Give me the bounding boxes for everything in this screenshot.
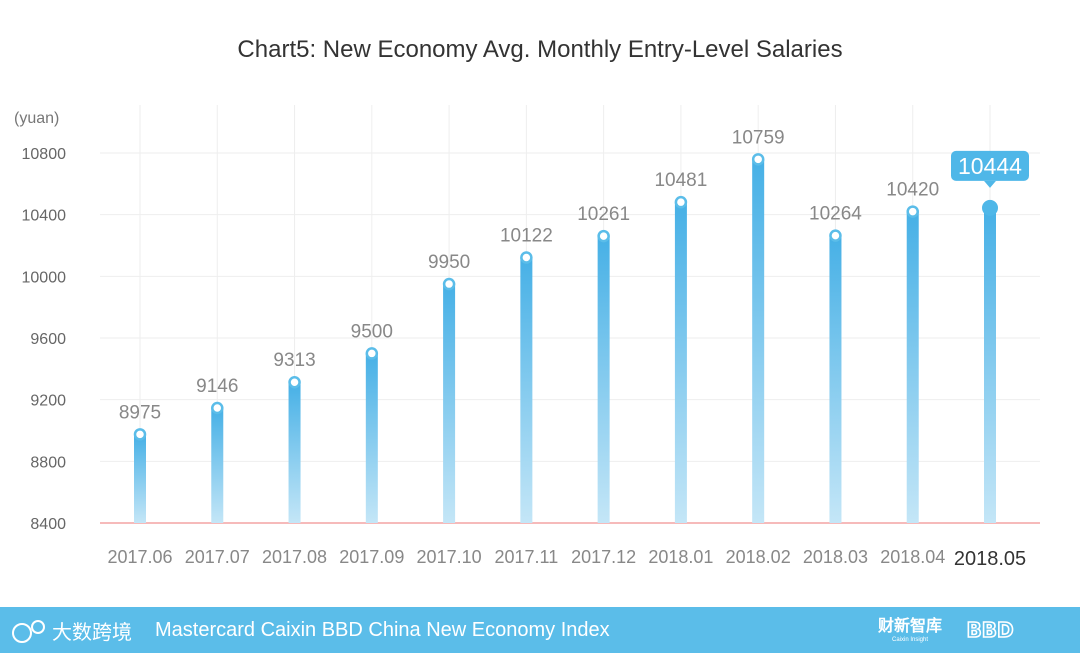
y-tick-label: 10400	[22, 208, 67, 225]
footer-text: Mastercard Caixin BBD China New Economy …	[155, 619, 610, 641]
logo-bbd: BBD	[966, 619, 1015, 641]
bar-end-marker	[906, 205, 919, 218]
data-label: 10264	[809, 204, 862, 225]
bar	[365, 353, 378, 523]
highlight-label-pointer	[984, 180, 996, 188]
data-label: 10122	[500, 226, 553, 247]
y-axis-ticks: 8400 8800 9200 9600 10000 10400 10800	[22, 146, 67, 533]
x-axis-ticks: 2017.06 2017.07 2017.08 2017.09 2017.10 2017.…	[107, 547, 1026, 570]
bar	[134, 434, 146, 523]
bar-end-marker	[520, 251, 533, 264]
highlight-label-bubble	[951, 150, 1029, 181]
x-tick-label: 2017.12	[571, 547, 636, 567]
data-label: 10759	[732, 127, 785, 148]
logo-caixin-insight: 财新智库 Caixin Insight	[878, 617, 942, 645]
bars	[133, 153, 998, 524]
x-tick-label: 2018.03	[803, 547, 868, 567]
data-label: 9146	[196, 376, 238, 397]
x-tick-label: 2017.09	[339, 547, 404, 567]
chart-title: Chart5: New Economy Avg. Monthly Entry-L…	[237, 36, 842, 63]
bar-end-marker	[751, 153, 765, 166]
data-label-highlight: 10444	[958, 153, 1022, 179]
bar-end-marker	[674, 195, 688, 209]
data-label: 10261	[577, 204, 630, 225]
bar-end-marker	[982, 199, 998, 216]
y-tick-label: 10000	[22, 269, 67, 286]
y-tick-label: 8800	[30, 454, 66, 471]
bar	[288, 382, 301, 523]
bar-end-marker	[597, 229, 610, 243]
x-tick-label: 2017.07	[185, 547, 250, 567]
y-tick-label: 9200	[30, 393, 66, 410]
data-label: 9500	[351, 321, 393, 342]
bar	[597, 236, 610, 524]
bar	[906, 211, 919, 524]
grid-lines	[100, 105, 1040, 524]
x-tick-label: 2017.06	[107, 547, 172, 567]
logo-dashujujing: 大数跨境	[12, 620, 132, 644]
bar	[443, 284, 456, 523]
bar-end-marker	[442, 277, 456, 291]
bar-end-marker	[211, 401, 224, 415]
y-axis-unit-label: (yuan)	[14, 110, 59, 127]
bar-end-marker	[288, 375, 301, 389]
bar-end-marker	[133, 428, 147, 441]
bar-end-marker	[829, 229, 842, 242]
data-labels: 8975 9146 9313 9500 9950 10122 10261 10481 10759…	[119, 127, 1029, 423]
data-label: 9950	[428, 252, 470, 273]
logo-left-text: 大数跨境	[52, 620, 132, 644]
bar	[752, 159, 765, 523]
salary-chart: Chart5: New Economy Avg. Monthly Entry-L…	[14, 36, 1040, 570]
x-tick-label: 2017.08	[262, 547, 327, 567]
bar	[984, 207, 996, 523]
bar	[211, 407, 224, 523]
x-tick-label: 2017.10	[417, 547, 482, 567]
data-label: 10420	[886, 180, 939, 201]
x-tick-label: 2018.02	[726, 547, 791, 567]
logo-bbd-text: BBD	[966, 619, 1013, 641]
x-tick-label: 2017.11	[494, 547, 558, 567]
y-tick-label: 8400	[30, 516, 66, 533]
footer-bar: 大数跨境 Mastercard Caixin BBD China New Eco…	[0, 607, 1080, 653]
bar	[520, 257, 533, 523]
data-label: 10481	[654, 170, 707, 191]
logo-caixin-sub: Caixin Insight	[891, 637, 929, 643]
bar-end-marker	[365, 347, 379, 360]
logo-caixin-text: 财新智库	[878, 618, 943, 635]
x-tick-label: 2018.01	[648, 547, 713, 567]
x-tick-label: 2018.05	[954, 548, 1026, 570]
y-tick-label: 9600	[30, 331, 66, 348]
data-label: 9313	[273, 350, 315, 371]
y-tick-label: 10800	[22, 146, 67, 163]
data-label: 8975	[119, 402, 161, 423]
bar	[674, 202, 687, 523]
x-tick-label: 2018.04	[880, 547, 945, 567]
bar	[829, 235, 842, 523]
